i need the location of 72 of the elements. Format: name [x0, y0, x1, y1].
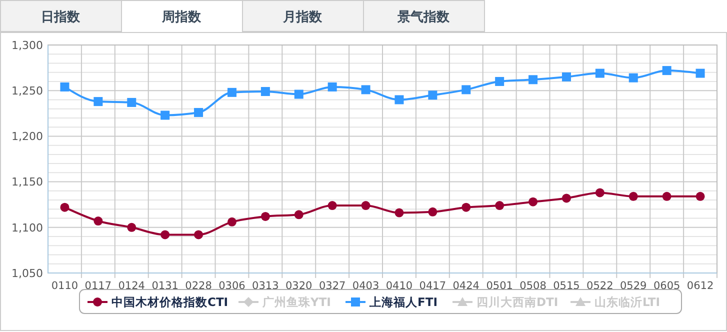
point — [160, 230, 170, 240]
point — [595, 188, 604, 198]
point — [628, 73, 638, 82]
x-tick-label: 0110 — [51, 280, 78, 292]
text: 日指数 — [41, 10, 81, 25]
x-tick-label: 0327 — [318, 280, 346, 292]
point — [662, 66, 672, 76]
x-tick-label: 0117 — [84, 280, 112, 292]
x-tick-label: 0417 — [419, 280, 446, 292]
text: 周指数 — [161, 10, 202, 25]
x-tick-label: 0403 — [352, 280, 380, 292]
x-tick-label: 0228 — [185, 280, 212, 292]
point — [94, 216, 103, 226]
point — [696, 192, 705, 201]
point — [194, 230, 204, 240]
y-tick-label: 1,150 — [12, 176, 43, 189]
point — [127, 222, 136, 232]
point — [394, 95, 404, 104]
text: 景气指数 — [396, 10, 450, 25]
x-tick-label: 0501 — [486, 280, 513, 292]
point — [328, 82, 337, 92]
point — [495, 201, 504, 210]
x-tick-label: 0320 — [286, 280, 312, 292]
x-tick-label: 0313 — [252, 280, 279, 292]
legend-label: 中国木材价格指数CTI — [112, 295, 228, 310]
point — [394, 208, 404, 218]
x-tick-label: 0124 — [118, 280, 146, 292]
point — [294, 210, 304, 220]
point — [94, 97, 103, 106]
point — [127, 98, 136, 107]
point — [562, 194, 571, 203]
point — [227, 88, 236, 97]
x-tick-label: 0508 — [520, 280, 546, 292]
point — [595, 68, 604, 78]
point — [528, 75, 538, 84]
x-tick-label: 0131 — [152, 280, 178, 292]
point — [260, 212, 270, 221]
point — [260, 87, 270, 96]
x-tick-label: 0424 — [452, 280, 480, 292]
point — [328, 201, 337, 210]
point — [462, 202, 471, 212]
point — [428, 90, 438, 100]
x-tick-label: 0522 — [586, 280, 614, 292]
text: 月指数 — [282, 10, 323, 25]
point — [294, 90, 304, 99]
y-tick-label: 1,200 — [12, 130, 43, 144]
point — [361, 85, 370, 94]
point — [662, 192, 672, 201]
legend-label: 上海福人FTI — [368, 295, 438, 310]
x-tick-label: 0612 — [686, 280, 714, 292]
point — [528, 197, 538, 206]
y-tick-label: 1,050 — [12, 266, 43, 280]
point — [194, 108, 204, 117]
point — [160, 110, 170, 120]
y-tick-label: 1,300 — [12, 38, 43, 52]
y-tick-label: 1,100 — [12, 221, 43, 234]
point — [495, 76, 504, 86]
x-tick-label: 0529 — [620, 280, 647, 292]
y-tick-label: 1,250 — [12, 84, 43, 98]
point — [361, 201, 370, 210]
point — [428, 207, 438, 216]
x-tick-label: 0306 — [218, 280, 246, 292]
x-tick-label: 0515 — [553, 280, 580, 292]
point — [60, 202, 70, 212]
point — [562, 72, 571, 82]
x-tick-label: 0410 — [386, 280, 413, 292]
point — [696, 68, 705, 78]
point — [227, 217, 236, 226]
point — [60, 82, 70, 92]
point — [462, 85, 471, 94]
x-tick-label: 0605 — [653, 280, 680, 292]
point — [628, 192, 638, 201]
